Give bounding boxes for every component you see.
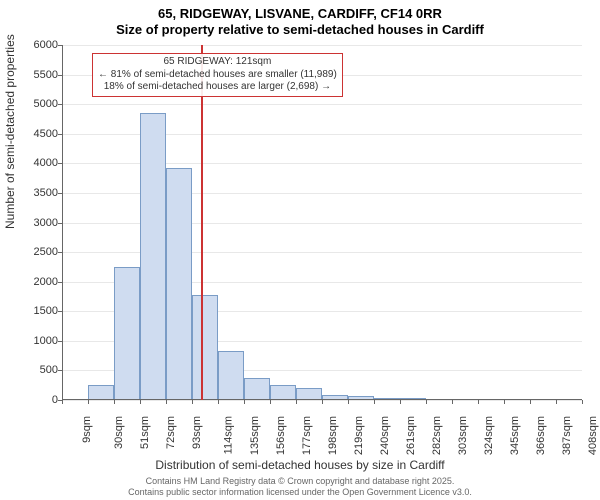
x-tick-label: 30sqm <box>113 416 125 449</box>
x-tick-label: 282sqm <box>431 416 443 455</box>
annotation-larger: 18% of semi-detached houses are larger (… <box>98 81 337 94</box>
x-tick-label: 303sqm <box>457 416 469 455</box>
x-tick-label: 93sqm <box>191 416 203 449</box>
x-tick-label: 114sqm <box>222 416 234 454</box>
x-tick-label: 72sqm <box>165 416 177 449</box>
title-subtitle: Size of property relative to semi-detach… <box>0 22 600 38</box>
y-tick-label: 4000 <box>8 157 58 169</box>
y-tick-label: 0 <box>8 394 58 406</box>
histogram-bar <box>140 113 166 400</box>
x-tick-label: 198sqm <box>327 416 339 455</box>
histogram-bar <box>114 267 140 400</box>
x-tick-label: 51sqm <box>139 416 151 449</box>
y-tick-label: 3000 <box>8 217 58 229</box>
y-tick-label: 500 <box>8 364 58 376</box>
x-tick-label: 177sqm <box>301 416 313 455</box>
y-tick-label: 5000 <box>8 98 58 110</box>
x-tick-label: 135sqm <box>249 416 261 455</box>
x-tick-label: 156sqm <box>275 416 287 455</box>
annotation-box: 65 RIDGEWAY: 121sqm← 81% of semi-detache… <box>92 53 343 97</box>
annotation-property: 65 RIDGEWAY: 121sqm <box>98 56 337 69</box>
footer-licence: Contains public sector information licen… <box>0 487 600 498</box>
x-tick-label: 261sqm <box>405 416 417 455</box>
reference-line <box>201 45 203 400</box>
y-tick-label: 5500 <box>8 69 58 81</box>
gridline <box>62 104 582 105</box>
x-tick-label: 387sqm <box>561 416 573 455</box>
chart-footer: Contains HM Land Registry data © Crown c… <box>0 476 600 498</box>
histogram-bar <box>192 295 218 400</box>
histogram-bar <box>88 385 114 400</box>
histogram-bar <box>270 385 296 400</box>
histogram-bar <box>218 351 244 400</box>
annotation-smaller: ← 81% of semi-detached houses are smalle… <box>98 69 337 82</box>
chart-title: 65, RIDGEWAY, LISVANE, CARDIFF, CF14 0RR… <box>0 0 600 37</box>
footer-copyright: Contains HM Land Registry data © Crown c… <box>0 476 600 487</box>
gridline <box>62 45 582 46</box>
x-tick-label: 345sqm <box>509 416 521 455</box>
title-address: 65, RIDGEWAY, LISVANE, CARDIFF, CF14 0RR <box>0 0 600 22</box>
x-axis-label: Distribution of semi-detached houses by … <box>0 458 600 472</box>
y-tick-label: 2000 <box>8 276 58 288</box>
histogram-bar <box>166 168 192 400</box>
x-tick-label: 9sqm <box>81 416 93 443</box>
histogram-bar <box>244 378 270 400</box>
plot-area <box>62 45 582 400</box>
x-tick-label: 408sqm <box>587 416 599 455</box>
x-tick-label: 240sqm <box>379 416 391 455</box>
y-tick-label: 2500 <box>8 246 58 258</box>
y-tick-label: 1500 <box>8 305 58 317</box>
y-tick-label: 6000 <box>8 39 58 51</box>
y-tick-label: 4500 <box>8 128 58 140</box>
x-tick-label: 324sqm <box>483 416 495 455</box>
y-tick-label: 1000 <box>8 335 58 347</box>
y-tick-label: 3500 <box>8 187 58 199</box>
x-tick-label: 366sqm <box>535 416 547 455</box>
x-tick-label: 219sqm <box>353 416 365 455</box>
